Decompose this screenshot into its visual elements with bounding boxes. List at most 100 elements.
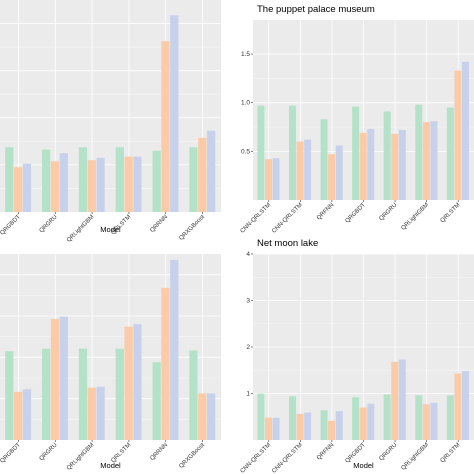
bar-series-2-qrgru xyxy=(391,133,399,200)
plot-background xyxy=(0,254,221,440)
bar-series-1-qrxgboost xyxy=(189,147,198,212)
bar-series-1-qrfnn xyxy=(320,119,328,200)
bar-series-1-cnn-qrlstm xyxy=(288,105,296,200)
bar-series-3-qrlightgbm xyxy=(430,402,438,440)
bar-series-2-qrgbdt xyxy=(13,391,23,440)
bar-series-2-cnn-qrlstm xyxy=(264,417,272,440)
x-tick-label: QRLightGBM xyxy=(401,202,430,231)
bar-series-2-qrgbdt xyxy=(359,407,367,440)
bar-series-2-qrrnn xyxy=(161,41,170,212)
x-tick-label: QRGRU xyxy=(39,214,59,234)
y-tick-label: 1.5 xyxy=(241,51,250,58)
x-tick-label: CNN-QRLSTM xyxy=(240,442,273,474)
bar-series-3-qrlstm xyxy=(133,156,142,212)
bar-series-2-qrlstm xyxy=(454,373,462,440)
bar-series-2-qrlstm xyxy=(454,70,462,200)
x-tick-label: QRRNN xyxy=(149,442,169,462)
bar-series-2-qrlightgbm xyxy=(422,122,430,200)
bar-series-2-qrfnn xyxy=(328,420,336,440)
bar-series-1-qrxgboost xyxy=(189,350,198,440)
bar-series-1-qrlightgbm xyxy=(78,147,88,212)
bar-series-1-qrlstm xyxy=(115,147,124,212)
x-tick-label: QRRNN xyxy=(149,214,169,234)
y-tick-label: 4 xyxy=(246,251,250,258)
bar-series-1-qrlstm xyxy=(446,395,454,440)
bar-series-1-qrgbdt xyxy=(5,351,14,440)
bar-series-1-qrgbdt xyxy=(5,147,14,212)
chart-panel-top-left: QRGBDT QRGRU QRLightGBM QRLSTM QRRNN QRXGBoos… xyxy=(0,0,221,244)
bar-series-3-qrgbdt xyxy=(367,128,375,200)
bar-series-1-qrrnn xyxy=(152,362,161,440)
bar-series-3-qrgru xyxy=(398,129,406,200)
bar-series-3-qrgbdt xyxy=(22,389,32,440)
x-axis-title: Model xyxy=(100,461,121,470)
bar-series-2-qrlightgbm xyxy=(87,160,96,212)
y-tick-label: 3 xyxy=(246,298,250,305)
bar-series-3-qrlstm xyxy=(133,324,142,440)
bar-series-2-qrfnn xyxy=(328,154,336,200)
x-tick-label: QRGRU xyxy=(39,442,59,462)
bar-series-1-qrlightgbm xyxy=(78,348,88,440)
bar-series-3-cnn-qrlstm xyxy=(272,158,280,200)
bar-series-2-qrgbdt xyxy=(359,132,367,200)
bar-series-3-qrgbdt xyxy=(22,163,32,212)
x-tick-label: QRLSTM xyxy=(440,202,462,224)
chart-panel-bottom-left: QRGBDT QRGRU QRLightGBM QRLSTM QRRNN QRXGBoos… xyxy=(0,254,221,472)
bar-series-2-qrlightgbm xyxy=(87,387,96,440)
bar-series-3-qrgru xyxy=(59,153,68,212)
bar-series-3-qrlightgbm xyxy=(96,157,105,212)
bar-series-3-qrgru xyxy=(398,359,406,440)
bar-series-2-qrxgboost xyxy=(198,137,207,212)
bar-series-3-qrxgboost xyxy=(207,393,216,440)
x-tick-label: QRGBDT xyxy=(0,214,22,237)
x-tick-label: QRGBDT xyxy=(0,442,22,465)
x-tick-label: QRGRU xyxy=(378,442,398,462)
x-tick-label: CNN-QRLSTM xyxy=(271,202,304,235)
bar-series-3-qrfnn xyxy=(335,411,343,440)
bar-series-1-qrrnn xyxy=(152,150,161,212)
bar-series-2-qrrnn xyxy=(161,287,170,440)
bar-series-3-cnn-qrlstm xyxy=(272,417,280,440)
bar-series-1-cnn-qrlstm xyxy=(257,393,265,440)
bar-series-1-cnn-qrlstm xyxy=(257,105,265,200)
x-tick-label: QRXGBoost xyxy=(178,442,206,470)
x-tick-label: QRGRU xyxy=(378,202,398,222)
bar-series-3-qrgru xyxy=(59,316,68,440)
bar-series-2-qrxgboost xyxy=(198,393,207,440)
bar-series-3-qrrnn xyxy=(170,15,179,212)
y-tick-label: 1.0 xyxy=(241,100,250,107)
bar-series-1-qrgru xyxy=(383,394,391,440)
y-tick-label: 1 xyxy=(246,391,250,398)
bar-series-2-cnn-qrlstm xyxy=(264,159,272,200)
bar-series-3-qrxgboost xyxy=(207,130,216,212)
bar-series-3-cnn-qrlstm xyxy=(304,139,312,200)
bar-series-1-qrgbdt xyxy=(352,106,360,200)
plot-background xyxy=(0,0,221,212)
chart-panel-top-right: 0.5 1.0 1.5 CNN-QRLSTM CNN-QRLSTM QRFNN QRGBDT… xyxy=(240,4,474,235)
bar-series-3-qrlstm xyxy=(462,371,469,440)
x-tick-label: QRXGBoost xyxy=(178,214,206,242)
bar-series-2-qrgbdt xyxy=(13,167,23,212)
bar-series-3-cnn-qrlstm xyxy=(304,412,312,440)
x-tick-label: QRGBDT xyxy=(345,202,368,225)
panel-title: The puppet palace museum xyxy=(257,4,375,15)
bar-series-2-qrgru xyxy=(391,361,399,440)
x-tick-label: CNN-QRLSTM xyxy=(271,442,304,474)
bar-series-3-qrgbdt xyxy=(367,403,375,440)
bar-series-1-cnn-qrlstm xyxy=(288,396,296,440)
bar-series-1-qrgru xyxy=(383,111,391,200)
bar-series-1-qrlstm xyxy=(446,107,454,200)
x-tick-label: QRLightGBM xyxy=(66,442,95,471)
bar-series-1-qrgru xyxy=(41,149,51,212)
x-tick-label: QRLightGBM xyxy=(401,442,430,471)
bar-series-2-qrlstm xyxy=(124,326,133,440)
y-tick-label: 2 xyxy=(246,344,250,351)
bar-series-2-qrlightgbm xyxy=(422,404,430,440)
bar-series-1-qrlightgbm xyxy=(415,395,423,440)
bar-series-2-qrgru xyxy=(50,319,60,440)
bar-series-1-qrlstm xyxy=(115,348,124,440)
bar-series-2-qrgru xyxy=(50,161,60,212)
x-axis-title: Model xyxy=(100,225,121,234)
